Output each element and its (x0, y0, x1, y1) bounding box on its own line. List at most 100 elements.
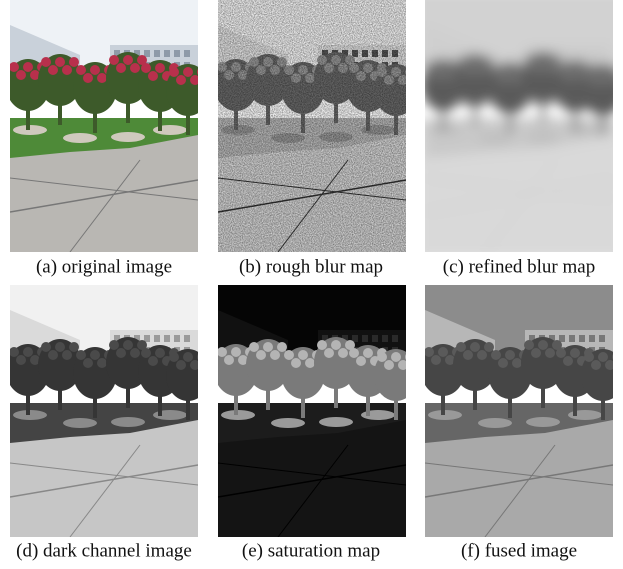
blossom (69, 57, 79, 67)
scene (415, 0, 623, 260)
window (154, 50, 160, 57)
blossom (148, 71, 158, 81)
blossom (41, 342, 51, 352)
blossom (584, 67, 594, 77)
blossom (349, 348, 359, 358)
blossom (431, 355, 441, 365)
scene (415, 275, 623, 545)
blossom (438, 347, 448, 357)
panel-image (208, 275, 418, 545)
blossom (377, 352, 387, 362)
blossom (524, 55, 534, 65)
planter (478, 418, 512, 428)
planter (526, 417, 560, 427)
panel-image (208, 0, 418, 260)
blossom (176, 360, 186, 370)
blossom (277, 342, 287, 352)
blossom (338, 348, 348, 358)
blossom (55, 342, 65, 352)
blossom (90, 65, 100, 75)
window (164, 335, 170, 342)
blossom (231, 347, 241, 357)
blossom (456, 57, 466, 67)
blossom (41, 57, 51, 67)
blossom (391, 352, 401, 362)
blossom (109, 55, 119, 65)
blossom (563, 71, 573, 81)
blossom (190, 360, 200, 370)
blossom (356, 356, 366, 366)
window (579, 50, 585, 57)
blossom (284, 350, 294, 360)
blossom (148, 356, 158, 366)
blossom (531, 348, 541, 358)
scene (0, 275, 210, 545)
planter (111, 132, 145, 142)
blossom (130, 63, 140, 73)
blossom (512, 358, 522, 368)
blossom (545, 348, 555, 358)
blossom (16, 355, 26, 365)
blossom (109, 340, 119, 350)
caption: (c) refined blur map (443, 256, 595, 277)
caption: (f) fused image (461, 540, 577, 561)
blossom (491, 350, 501, 360)
blossom (531, 63, 541, 73)
blossom (538, 55, 548, 65)
planter (478, 133, 512, 143)
blossom (217, 347, 227, 357)
planter (271, 418, 305, 428)
panel-image (0, 275, 210, 545)
blossom (224, 355, 234, 365)
blossom (263, 342, 273, 352)
blossom (470, 342, 480, 352)
blossom (477, 350, 487, 360)
blossom (9, 62, 19, 72)
blossom (97, 73, 107, 83)
blossom (48, 350, 58, 360)
blossom (90, 350, 100, 360)
blossom (505, 350, 515, 360)
blossom (169, 67, 179, 77)
blossom (612, 67, 622, 77)
window (382, 335, 388, 342)
planter (63, 418, 97, 428)
scene (0, 0, 210, 260)
window (372, 335, 378, 342)
blossom (176, 75, 186, 85)
blossom (141, 348, 151, 358)
blossom (384, 360, 394, 370)
blossom (48, 65, 58, 75)
window (154, 335, 160, 342)
blossom (484, 57, 494, 67)
blossom (424, 62, 434, 72)
blossom (570, 348, 580, 358)
blossom (456, 342, 466, 352)
blossom (584, 352, 594, 362)
blossom (270, 350, 280, 360)
blossom (477, 65, 487, 75)
blossom (598, 67, 608, 77)
blossom (116, 348, 126, 358)
blossom (405, 67, 415, 77)
blossom (9, 347, 19, 357)
blossom (498, 73, 508, 83)
blossom (398, 360, 408, 370)
blossom (155, 348, 165, 358)
blossom (570, 63, 580, 73)
window (392, 335, 398, 342)
blossom (491, 65, 501, 75)
blossom (305, 358, 315, 368)
blossom (545, 63, 555, 73)
blossom (591, 75, 601, 85)
blossom (605, 360, 615, 370)
blossom (62, 350, 72, 360)
blossom (512, 73, 522, 83)
window (174, 335, 180, 342)
blossom (291, 358, 301, 368)
planter (319, 417, 353, 427)
planter (526, 132, 560, 142)
planter (63, 133, 97, 143)
scene (208, 275, 418, 545)
blossom (505, 65, 515, 75)
